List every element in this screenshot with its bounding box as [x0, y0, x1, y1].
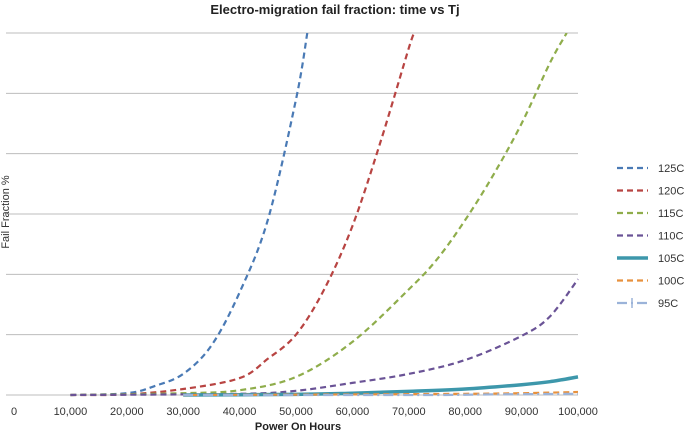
x-tick-label: 50,000	[279, 406, 313, 418]
legend-label-115C: 115C	[658, 208, 684, 220]
x-tick-label: 60,000	[336, 406, 370, 418]
x-tick-label: 0	[11, 406, 17, 418]
legend-label-105C: 105C	[658, 253, 684, 265]
series-line-125C	[70, 33, 309, 397]
x-tick-label: 20,000	[110, 406, 144, 418]
series-line-115C	[70, 33, 568, 397]
legend-label-100C: 100C	[658, 276, 684, 288]
y-axis-title: Fail Fraction %	[0, 175, 12, 249]
series-line-120C	[70, 33, 416, 397]
x-tick-label: 10,000	[54, 406, 88, 418]
x-tick-label: 40,000	[223, 406, 257, 418]
legend-label-125C: 125C	[658, 163, 684, 175]
x-tick-label: 100,000	[558, 406, 598, 418]
chart-title: Electro-migration fail fraction: time vs…	[210, 2, 459, 17]
x-tick-label: 80,000	[448, 406, 482, 418]
series-line-110C	[70, 278, 579, 397]
legend-label-95C: 95C	[658, 298, 678, 310]
grid-lines	[6, 32, 578, 396]
series-lines	[70, 33, 579, 397]
x-tick-labels: 0 10,000 20,000 30,000 40,000 50,000 60,000 70,…	[11, 406, 598, 418]
x-tick-label: 90,000	[505, 406, 539, 418]
x-tick-label: 30,000	[166, 406, 200, 418]
x-tick-label: 70,000	[392, 406, 426, 418]
legend-label-120C: 120C	[658, 186, 684, 198]
x-axis-title: Power On Hours	[255, 421, 341, 433]
legend-label-110C: 110C	[658, 231, 684, 243]
legend: 125C 120C 115C 110C 105C 100C 95C	[617, 163, 684, 310]
series-line-95C	[183, 392, 579, 397]
